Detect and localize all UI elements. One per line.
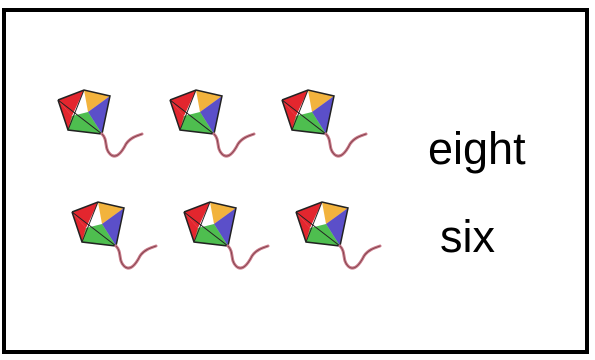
kite-icon <box>162 82 258 178</box>
number-word-2: six <box>440 211 495 262</box>
problem-card <box>2 8 589 354</box>
kite-icon <box>176 194 272 290</box>
kite-icon <box>64 194 160 290</box>
kite-row-1 <box>50 82 370 178</box>
kite-row-2 <box>64 194 384 290</box>
kite-icon <box>274 82 370 178</box>
kite-icon <box>288 194 384 290</box>
number-word-1: eight <box>428 123 526 174</box>
kite-icon <box>50 82 146 178</box>
